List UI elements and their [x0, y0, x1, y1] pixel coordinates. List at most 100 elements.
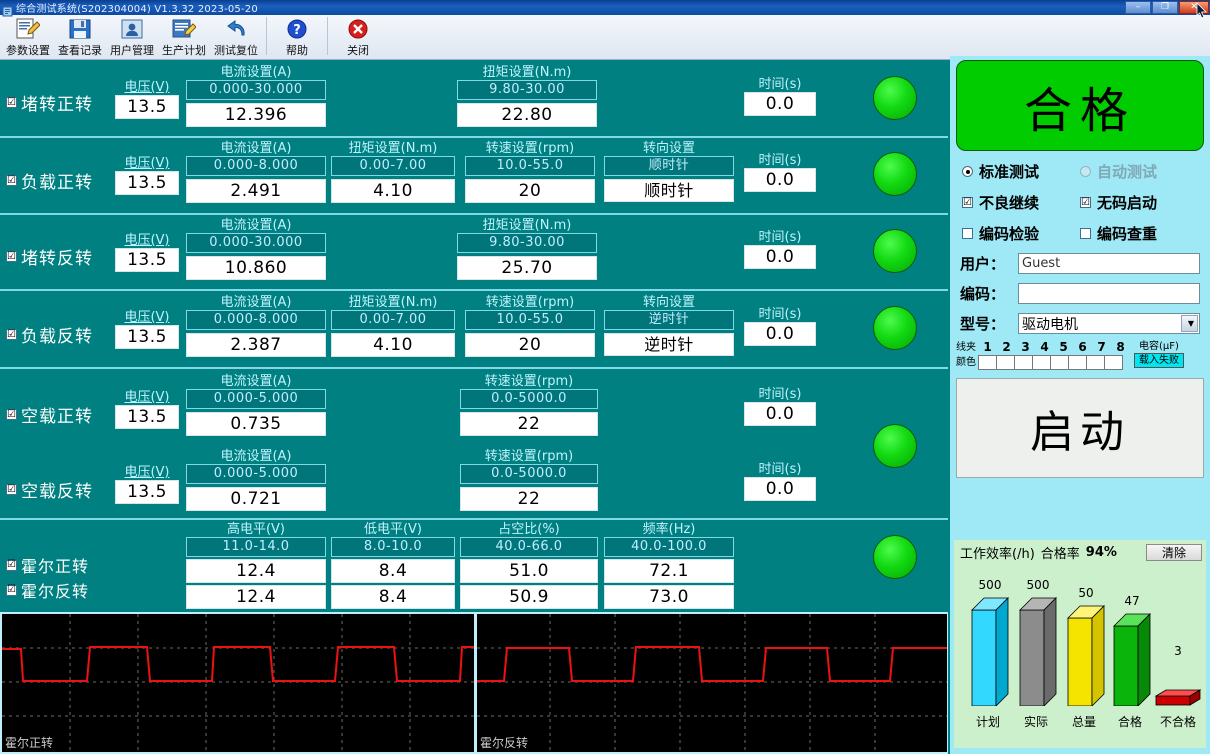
clip-color-cell[interactable] [1086, 355, 1105, 370]
radio-icon[interactable] [962, 166, 973, 177]
checkbox-continue-on-fail[interactable]: ☑ 不良继续 [962, 192, 1080, 213]
voltage-value[interactable]: 13.5 [115, 248, 179, 272]
time-value[interactable]: 0.0 [744, 402, 816, 426]
checkbox-icon[interactable]: ☐ [962, 228, 973, 239]
user-input[interactable] [1018, 253, 1200, 274]
start-button[interactable]: 启动 [956, 378, 1204, 478]
torque-value[interactable]: 4.10 [331, 179, 455, 203]
voltage-value[interactable]: 13.5 [115, 325, 179, 349]
radio-standard-test[interactable]: 标准测试 [962, 161, 1080, 182]
test-enable-堵转反转[interactable]: ☑ 堵转反转 [6, 244, 93, 269]
speed-value[interactable]: 20 [465, 179, 595, 203]
torque-value[interactable]: 4.10 [331, 333, 455, 357]
toolbar-label: 查看记录 [58, 44, 102, 57]
passrate-label: 合格率 [1040, 547, 1080, 562]
voltage-value[interactable]: 13.5 [115, 95, 179, 119]
hall-forward-value[interactable]: 51.0 [460, 559, 598, 583]
checkbox-code-duplicate[interactable]: ☐ 编码查重 [1080, 223, 1198, 244]
current-value[interactable]: 0.721 [186, 487, 326, 511]
scope-reverse[interactable]: 霍尔反转 [477, 614, 947, 752]
toolbar-item-users[interactable]: 用户管理 [106, 15, 158, 59]
voltage-value[interactable]: 13.5 [115, 405, 179, 429]
clip-color-cell[interactable] [1068, 355, 1087, 370]
voltage-value[interactable]: 13.5 [115, 480, 179, 504]
checkbox-icon[interactable]: ☑ [6, 483, 17, 495]
checkbox-icon[interactable]: ☑ [6, 174, 17, 186]
checkbox-icon[interactable]: ☑ [6, 408, 17, 420]
toolbar-item-reset[interactable]: 测试复位 [210, 15, 262, 59]
speed-value[interactable]: 20 [465, 333, 595, 357]
chevron-down-icon[interactable]: ▼ [1181, 315, 1198, 332]
test-enable-负载反转[interactable]: ☑ 负载反转 [6, 322, 93, 347]
time-value[interactable]: 0.0 [744, 477, 816, 501]
hall-reverse-value[interactable]: 12.4 [186, 585, 326, 609]
checkbox-icon[interactable]: ☑ [6, 584, 17, 596]
speed-value[interactable]: 22 [460, 412, 598, 436]
torque-value[interactable]: 25.70 [457, 256, 597, 280]
time-value[interactable]: 0.0 [744, 322, 816, 346]
radio-icon[interactable] [1080, 166, 1091, 177]
current-value[interactable]: 0.735 [186, 412, 326, 436]
current-value[interactable]: 2.491 [186, 179, 326, 203]
direction-range: 逆时针 [604, 310, 734, 330]
test-enable-霍尔反转[interactable]: ☑ 霍尔反转 [6, 578, 89, 602]
voltage-value[interactable]: 13.5 [115, 171, 179, 195]
direction-value[interactable]: 顺时针 [604, 179, 734, 202]
time-value[interactable]: 0.0 [744, 92, 816, 116]
test-enable-负载正转[interactable]: ☑ 负载正转 [6, 168, 93, 193]
checkbox-icon[interactable]: ☑ [6, 559, 17, 571]
hall-reverse-value[interactable]: 73.0 [604, 585, 734, 609]
hall-forward-value[interactable]: 8.4 [331, 559, 455, 583]
hall-caption: 高电平(V) [226, 522, 286, 537]
toolbar-item-help[interactable]: ? 帮助 [271, 15, 323, 59]
current-value[interactable]: 12.396 [186, 103, 326, 127]
code-input[interactable] [1018, 283, 1200, 304]
current-value[interactable]: 10.860 [186, 256, 326, 280]
checkbox-icon[interactable]: ☑ [6, 96, 17, 108]
test-enable-空载反转[interactable]: ☑ 空载反转 [6, 477, 93, 502]
checkbox-start-without-code[interactable]: ☑ 无码启动 [1080, 192, 1198, 213]
test-enable-空载正转[interactable]: ☑ 空载正转 [6, 402, 93, 427]
clip-color-cell[interactable] [1032, 355, 1051, 370]
svg-text:霍尔反转: 霍尔反转 [480, 735, 528, 750]
checkbox-icon[interactable]: ☑ [1080, 196, 1091, 208]
maximize-button[interactable]: ❐ [1152, 1, 1178, 14]
checkbox-icon[interactable]: ☑ [6, 250, 17, 262]
current-value[interactable]: 2.387 [186, 333, 326, 357]
time-value[interactable]: 0.0 [744, 245, 816, 269]
clip-color-cell[interactable] [1104, 355, 1123, 370]
current-range: 0.000-5.000 [186, 464, 326, 484]
time-value[interactable]: 0.0 [744, 168, 816, 192]
hall-forward-value[interactable]: 12.4 [186, 559, 326, 583]
checkbox-icon[interactable]: ☑ [6, 328, 17, 340]
hall-reverse-value[interactable]: 50.9 [460, 585, 598, 609]
toolbar-item-records[interactable]: 查看记录 [54, 15, 106, 59]
radio-label: 自动测试 [1097, 163, 1158, 181]
clear-button[interactable]: 清除 [1146, 544, 1202, 561]
hall-reverse-value[interactable]: 8.4 [331, 585, 455, 609]
clip-color-cell[interactable] [1014, 355, 1033, 370]
checkbox-icon[interactable]: ☐ [1080, 228, 1091, 239]
radio-auto-test[interactable]: 自动测试 [1080, 161, 1198, 182]
toolbar-item-close[interactable]: 关闭 [332, 15, 384, 59]
torque-value[interactable]: 22.80 [457, 103, 597, 127]
scope-forward[interactable]: 霍尔正转 [2, 614, 474, 752]
test-enable-堵转正转[interactable]: ☑ 堵转正转 [6, 90, 93, 115]
time-caption: 时间(s) [758, 307, 802, 322]
model-select[interactable]: 驱动电机 ▼ [1018, 313, 1200, 334]
statistics-panel: 工作效率(/h) 合格率 94% 清除 500 计划 500 实际 50 总 [954, 540, 1206, 748]
toolbar-item-params[interactable]: 参数设置 [2, 15, 54, 59]
toolbar-item-plan[interactable]: 生产计划 [158, 15, 210, 59]
test-enable-霍尔正转[interactable]: ☑ 霍尔正转 [6, 553, 89, 577]
voltage-field: 电压(V) 13.5 [115, 156, 179, 195]
minimize-button[interactable]: – [1125, 1, 1151, 14]
direction-value[interactable]: 逆时针 [604, 333, 734, 356]
clip-color-cell[interactable] [978, 355, 997, 370]
checkbox-code-verify[interactable]: ☐ 编码检验 [962, 223, 1080, 244]
checkbox-icon[interactable]: ☑ [962, 196, 973, 208]
clip-color-cell[interactable] [996, 355, 1015, 370]
clip-color-cell[interactable] [1050, 355, 1069, 370]
torque-caption: 扭矩设置(N.m) [348, 141, 438, 156]
speed-value[interactable]: 22 [460, 487, 598, 511]
hall-forward-value[interactable]: 72.1 [604, 559, 734, 583]
